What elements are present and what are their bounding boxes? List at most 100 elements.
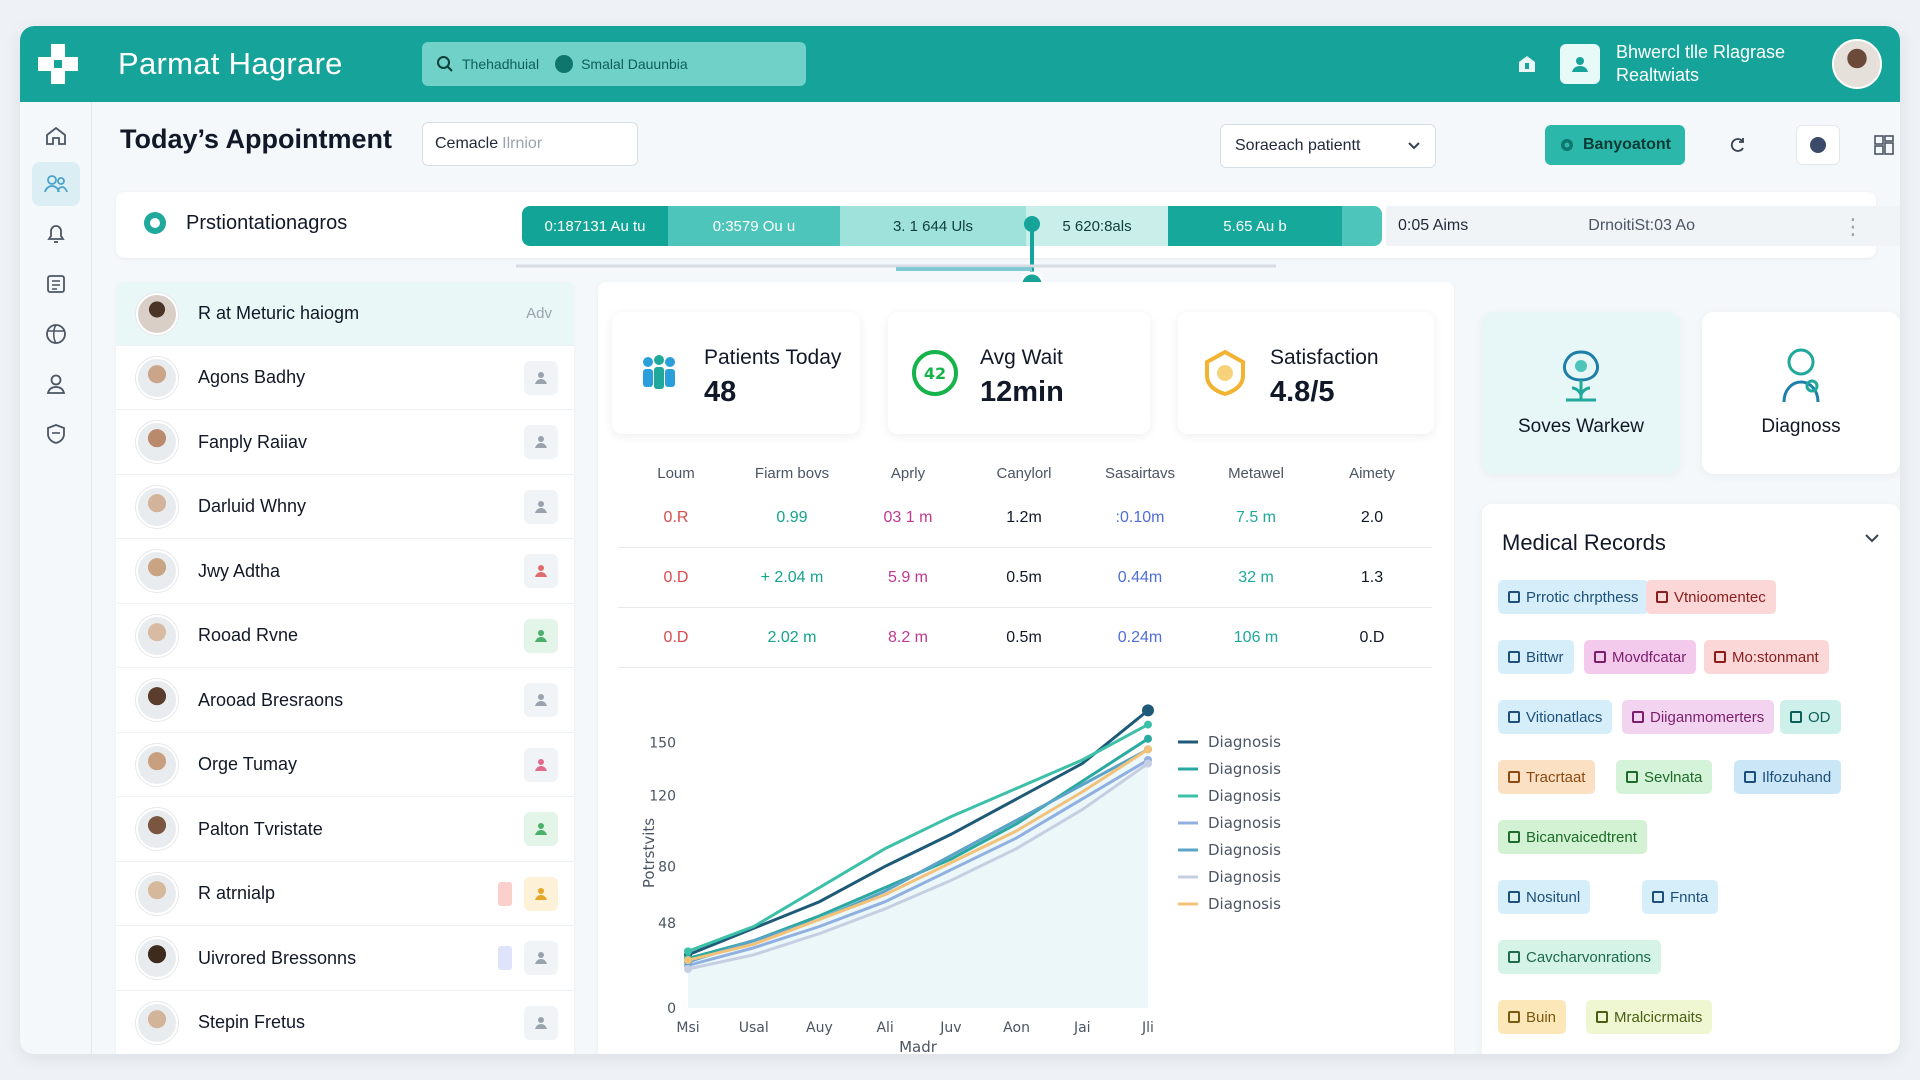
- record-tag[interactable]: Ilfozuhand: [1734, 760, 1842, 794]
- person-action-icon[interactable]: [524, 747, 558, 782]
- patient-row[interactable]: Darluid Whny: [116, 475, 574, 539]
- table-row[interactable]: 0.D + 2.04 m 5.9 m 0.5m 0.44m 32 m 1.3: [618, 548, 1432, 608]
- data-point: [1144, 745, 1152, 754]
- record-tag[interactable]: Mo:stonmant: [1704, 640, 1829, 674]
- patient-row[interactable]: Agons Badhy: [116, 346, 574, 410]
- record-tag[interactable]: Vtnioomentec: [1646, 580, 1776, 614]
- patient-row[interactable]: Fanply Raiiav: [116, 411, 574, 475]
- record-tag[interactable]: Vitionatlacs: [1498, 700, 1613, 734]
- timeline-segment-1[interactable]: 0:187131 Au tu: [522, 206, 668, 246]
- quick-card-services-label: Soves Warkew: [1518, 416, 1644, 437]
- record-tag[interactable]: Fnnta: [1642, 880, 1719, 914]
- table-row[interactable]: 0.R 0.99 03 1 m 1.2m:0.10m 7.5 m 2.0: [618, 488, 1432, 548]
- patient-row[interactable]: Rooad Rvne: [116, 604, 574, 668]
- top-right-cluster: Bhwercl tlle Rlagrase Realtwiats: [1510, 38, 1882, 90]
- record-tag[interactable]: Sevlnata: [1616, 760, 1713, 794]
- metrics-cell: 0.D: [1359, 628, 1385, 646]
- layout-button[interactable]: [1862, 125, 1900, 165]
- user-icon[interactable]: [32, 362, 80, 406]
- quick-card-services[interactable]: Soves Warkew: [1482, 312, 1680, 474]
- person-action-icon[interactable]: [524, 489, 558, 524]
- person-action-icon[interactable]: [524, 941, 558, 975]
- patient-row[interactable]: R atrnialp: [116, 862, 574, 926]
- metrics-cell: :0.10m: [1115, 508, 1165, 526]
- patient-row[interactable]: Palton Tvristate: [116, 798, 574, 862]
- patient-row[interactable]: Uivrored Bressonns: [116, 927, 574, 991]
- profile-icon[interactable]: [1560, 44, 1600, 84]
- filter-input[interactable]: Cemacle Ilrnior: [422, 122, 638, 166]
- record-tag[interactable]: Tracrtaat: [1498, 760, 1596, 794]
- stat-value-satisfaction: 4.8/5: [1270, 376, 1335, 408]
- shield-icon[interactable]: [32, 412, 80, 456]
- patient-name: Uivrored Bressonns: [198, 947, 357, 968]
- timeline-segment-2[interactable]: 0:3579 Ou u: [668, 206, 840, 246]
- timeline-segment-5[interactable]: 5.65 Au b: [1168, 206, 1342, 246]
- stat-card-wait[interactable]: 42 Avg Wait 12min: [888, 312, 1150, 434]
- person-action-icon[interactable]: [524, 360, 558, 395]
- timeline-segment-6[interactable]: [1342, 206, 1382, 246]
- record-tag[interactable]: Prrotic chrpthess: [1498, 580, 1649, 614]
- globe-icon[interactable]: [32, 312, 80, 356]
- person-action-icon[interactable]: [524, 1005, 558, 1040]
- filter-input-value: Cemacle: [435, 135, 499, 152]
- x-axis-label: Madr: [899, 1038, 938, 1054]
- record-tag[interactable]: Diiganmomerters: [1622, 700, 1775, 734]
- x-tick-label: Usal: [739, 1020, 769, 1036]
- stat-card-patients[interactable]: Patients Today 48: [612, 312, 860, 434]
- person-action-icon[interactable]: [524, 554, 558, 588]
- person-action-icon[interactable]: [524, 683, 558, 717]
- person-action-icon[interactable]: [524, 618, 558, 653]
- person-action-icon[interactable]: [524, 812, 558, 846]
- bell-icon[interactable]: [32, 212, 80, 256]
- record-tag[interactable]: Bittwr: [1498, 640, 1574, 674]
- stat-value-wait: 12min: [980, 376, 1064, 408]
- records-icon[interactable]: [32, 262, 80, 306]
- patient-row[interactable]: Stepin Fretus: [116, 991, 574, 1054]
- metrics-cell: 0.5m: [1006, 568, 1042, 586]
- refresh-button[interactable]: [1716, 125, 1760, 165]
- avatar: [136, 1001, 178, 1044]
- patient-select[interactable]: Soraeach patientt: [1220, 124, 1436, 168]
- person-action-icon[interactable]: [524, 425, 558, 459]
- global-search[interactable]: Thehadhuial Smalal Dauunbia: [422, 42, 806, 86]
- record-tag[interactable]: Buin: [1498, 1000, 1567, 1034]
- person-action-icon[interactable]: [524, 876, 558, 911]
- primary-action-button[interactable]: Banyoatont: [1545, 125, 1685, 165]
- more-vertical-icon[interactable]: ⋮: [1842, 214, 1864, 239]
- metrics-header-cell: Aimety: [1349, 464, 1395, 482]
- filter-chip-icon[interactable]: [555, 55, 574, 73]
- record-tag[interactable]: Nositunl: [1498, 880, 1591, 914]
- home-icon[interactable]: [32, 114, 80, 158]
- user-avatar[interactable]: [1832, 39, 1882, 89]
- record-tag[interactable]: Movdfcatar: [1584, 640, 1697, 674]
- quick-card-diagnosis[interactable]: Diagnoss: [1702, 312, 1900, 474]
- chevron-down-icon[interactable]: [1864, 532, 1880, 544]
- record-tag[interactable]: Bicanvaicedtrent: [1498, 820, 1647, 854]
- patient-row[interactable]: Arooad Bresraons: [116, 669, 574, 733]
- record-tag-icon: [1508, 771, 1520, 783]
- record-tag[interactable]: Mralcicrmaits: [1586, 1000, 1713, 1034]
- record-tag[interactable]: Cavcharvonrations: [1498, 940, 1662, 974]
- y-axis-label: Potrstvits: [640, 818, 658, 888]
- patient-select-value: Soraeach patientt: [1235, 137, 1361, 154]
- patient-row[interactable]: Jwy Adtha: [116, 540, 574, 604]
- metrics-cell: + 2.04 m: [760, 568, 824, 586]
- hospital-icon[interactable]: [1510, 47, 1544, 81]
- avatar: [136, 808, 178, 850]
- status-dot-button[interactable]: [1796, 125, 1840, 165]
- patients-icon[interactable]: [32, 162, 80, 206]
- record-tag[interactable]: OD: [1780, 700, 1841, 734]
- record-tag-icon: [1594, 651, 1606, 663]
- patient-row[interactable]: Orge Tumay: [116, 733, 574, 797]
- timeline-segment-4[interactable]: 5 620:8als: [1026, 206, 1168, 246]
- metrics-cell: 2.02 m: [767, 628, 817, 646]
- timeline-segment-3[interactable]: 3. 1 644 Uls: [840, 206, 1026, 246]
- record-tag-label: Bittwr: [1526, 648, 1564, 666]
- record-tag-label: Prrotic chrpthess: [1526, 588, 1639, 606]
- metrics-header-row: Loum Fiarm bovs Aprly Canylorl Sasairtavs Met…: [618, 458, 1432, 488]
- stethoscope-icon: [1782, 348, 1820, 403]
- metrics-header-cell: Loum: [657, 464, 695, 482]
- avatar: [136, 550, 178, 592]
- table-row[interactable]: 0.D 2.02 m 8.2 m 0.5m 0.24m 106 m 0.D: [618, 608, 1432, 668]
- stat-card-satisfaction[interactable]: Satisfaction 4.8/5: [1178, 312, 1434, 434]
